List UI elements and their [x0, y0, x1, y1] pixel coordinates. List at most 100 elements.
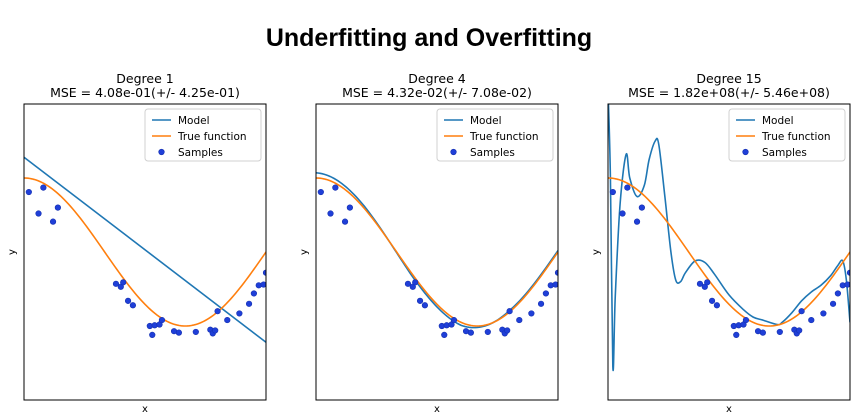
legend-label: True function: [177, 131, 247, 143]
sample-point: [742, 316, 750, 324]
legend: Model True function Samples: [728, 108, 846, 162]
legend-label: Samples: [762, 147, 807, 159]
legend-samples-swatch: [450, 148, 457, 156]
sample-point: [542, 290, 550, 297]
sample-point: [416, 297, 424, 304]
true-function-line: [316, 177, 558, 327]
sample-point: [158, 316, 166, 324]
sample-point: [798, 308, 805, 315]
sample-point: [49, 218, 57, 225]
plot-title: Degree 1: [116, 71, 173, 86]
sample-point: [552, 281, 558, 288]
sample-point: [317, 188, 324, 196]
plot-mse-subtitle: MSE = 4.08e-01(+/- 4.25e-01): [50, 85, 240, 100]
legend-label: Model: [762, 115, 794, 127]
legend: Model True function Samples: [436, 108, 554, 162]
legend: Model True function Samples: [144, 108, 262, 162]
plot-title: Degree 15: [696, 71, 761, 86]
legend-box: [144, 108, 262, 162]
x-axis-label: x: [726, 404, 732, 415]
sample-point: [54, 204, 61, 211]
page-title: Underfitting and Overfitting: [265, 24, 593, 52]
legend-label: Model: [470, 115, 502, 127]
sample-point: [421, 302, 429, 309]
sample-point: [834, 290, 842, 297]
sample-point: [808, 316, 815, 324]
sample-point: [516, 316, 523, 324]
legend-label: Model: [178, 115, 210, 127]
sample-point: [624, 184, 631, 191]
sample-point: [25, 188, 32, 196]
true-function-line: [24, 177, 266, 327]
sample-point: [149, 331, 156, 338]
sample-point: [713, 302, 721, 309]
legend-samples-swatch: [158, 148, 165, 156]
sample-point: [192, 328, 199, 336]
sample-point: [504, 327, 511, 334]
sample-point: [638, 204, 645, 211]
sample-point: [224, 316, 231, 324]
sample-point: [236, 310, 243, 317]
sample-point: [704, 279, 711, 286]
sample-point: [537, 300, 545, 307]
y-axis-label: y: [299, 249, 310, 255]
sample-point: [332, 184, 339, 191]
sample-point: [214, 308, 221, 315]
sample-point: [467, 329, 474, 336]
model-line: [316, 172, 558, 329]
sample-point: [609, 188, 616, 196]
sample-point: [404, 280, 412, 287]
sample-point: [120, 279, 127, 286]
sample-point: [212, 327, 219, 334]
sample-point: [506, 308, 513, 315]
sample-point: [35, 210, 42, 217]
sample-point: [733, 331, 740, 338]
plot-area: [608, 104, 850, 371]
plot-area: [316, 172, 558, 338]
sample-point: [776, 328, 783, 336]
sample-point: [260, 281, 266, 288]
plot-frame: [607, 103, 851, 401]
sample-point: [129, 302, 136, 309]
legend-box: [436, 108, 554, 162]
model-line: [608, 104, 850, 371]
sample-point: [327, 210, 334, 217]
sample-point: [846, 269, 850, 276]
true-function-line: [608, 177, 850, 327]
plot-mse-subtitle: MSE = 4.32e-02(+/- 7.08e-02): [342, 85, 532, 100]
sample-point: [820, 310, 827, 317]
sample-point: [341, 218, 349, 225]
sample-point: [696, 280, 704, 287]
sample-point: [796, 327, 803, 334]
sample-point: [633, 218, 641, 225]
sample-point: [759, 329, 766, 336]
plot-frame: [315, 103, 559, 401]
x-axis-label: x: [434, 404, 440, 415]
sample-point: [484, 328, 491, 336]
sample-point: [441, 331, 448, 338]
sample-point: [346, 204, 353, 211]
sample-point: [844, 281, 850, 288]
legend-samples-swatch: [742, 148, 749, 156]
sample-point: [262, 269, 266, 276]
legend-label: Samples: [470, 147, 515, 159]
x-axis-label: x: [142, 404, 148, 415]
sample-point: [829, 300, 837, 307]
legend-label: True function: [761, 131, 831, 143]
legend-label: Samples: [178, 147, 223, 159]
y-axis-label: y: [591, 249, 602, 255]
legend-label: True function: [469, 131, 539, 143]
plot-frame: [23, 103, 267, 401]
sample-point: [175, 329, 182, 336]
sample-point: [245, 300, 253, 307]
sample-point: [250, 290, 257, 297]
sample-point: [708, 297, 716, 304]
plot-title: Degree 4: [408, 71, 465, 86]
sample-point: [554, 269, 558, 276]
y-axis-label: y: [7, 249, 18, 255]
sample-point: [412, 279, 419, 286]
model-line: [24, 156, 266, 343]
